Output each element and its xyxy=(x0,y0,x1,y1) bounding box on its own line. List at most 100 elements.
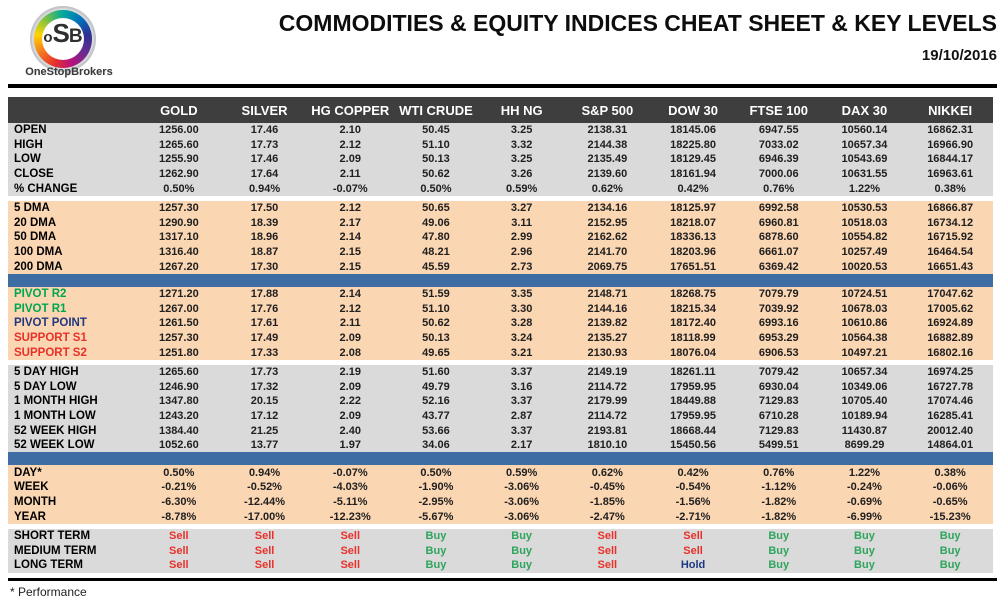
cell-value: -15.23% xyxy=(929,510,971,523)
cell-value: 17.33 xyxy=(250,346,279,359)
cell-value: Buy xyxy=(511,559,533,572)
cell-value: 18172.40 xyxy=(670,317,716,330)
block-pivots: PIVOT R2 1271.20 17.88 2.14 51.59 3.35 2148.71… xyxy=(8,286,993,360)
cell-value: 18203.96 xyxy=(670,246,716,259)
row-label: 200 DMA xyxy=(14,260,63,273)
cell-value: 20012.40 xyxy=(927,424,974,437)
cell-value: 45.59 xyxy=(422,260,450,273)
cell-value: 1384.40 xyxy=(158,424,199,437)
cell-value: 10610.86 xyxy=(841,317,888,330)
cell-value: 0.94% xyxy=(248,466,281,479)
row-label: % CHANGE xyxy=(14,182,78,195)
cell-value: -3.06% xyxy=(504,481,540,494)
cell-value: 17.12 xyxy=(250,409,279,422)
cell-value: 18118.99 xyxy=(670,332,716,345)
row-label: DAY* xyxy=(14,466,42,479)
cell-value: 7129.83 xyxy=(758,395,799,408)
cell-value: 7039.92 xyxy=(758,302,799,315)
table-row: HIGH 1265.60 17.73 2.12 51.10 3.32 2144.38 1822… xyxy=(8,138,993,153)
cell-value: 3.27 xyxy=(510,202,533,215)
cell-value: 18129.45 xyxy=(670,153,716,166)
cell-value: 10631.55 xyxy=(841,168,888,181)
cell-value: 1271.20 xyxy=(158,288,199,301)
cell-value: 3.16 xyxy=(510,380,533,393)
cell-value: Sell xyxy=(340,530,361,543)
cell-value: 0.38% xyxy=(934,466,966,479)
cell-value: 1.22% xyxy=(848,466,881,479)
cell-value: 7079.79 xyxy=(758,288,799,301)
cell-value: 18449.88 xyxy=(670,395,716,408)
cell-value: Sell xyxy=(340,544,361,557)
cell-value: 7129.83 xyxy=(758,424,799,437)
cell-value: -0.21% xyxy=(161,481,197,494)
column-header: GOLD xyxy=(160,102,198,118)
cell-value: 16651.43 xyxy=(927,260,974,273)
cell-value: -0.07% xyxy=(332,466,368,479)
cell-value: 2193.81 xyxy=(587,424,628,437)
cell-value: 1262.90 xyxy=(158,168,199,181)
cell-value: 6992.58 xyxy=(758,202,799,215)
cell-value: 17.73 xyxy=(250,366,279,379)
cell-value: 2.09 xyxy=(339,380,361,393)
cell-value: Sell xyxy=(683,530,703,543)
cell-value: 1257.30 xyxy=(158,202,199,215)
cell-value: 2.15 xyxy=(339,260,361,273)
cell-value: 17005.62 xyxy=(927,302,974,315)
cell-value: 17074.46 xyxy=(927,395,974,408)
cell-value: 1265.60 xyxy=(158,138,199,151)
table-row: 5 DAY HIGH 1265.60 17.73 2.19 51.60 3.37 2149.… xyxy=(8,365,993,380)
cell-value: 1257.30 xyxy=(158,332,199,345)
cell-value: 6661.07 xyxy=(758,246,799,259)
cell-value: Sell xyxy=(169,544,189,557)
cell-value: -1.90% xyxy=(418,481,454,494)
cell-value: 16727.78 xyxy=(927,380,974,393)
block-ranges: 5 DAY HIGH 1265.60 17.73 2.19 51.60 3.37 2149.… xyxy=(8,364,993,453)
row-label: PIVOT R1 xyxy=(14,302,67,315)
cell-value: 49.06 xyxy=(422,216,450,229)
cell-value: 17651.51 xyxy=(670,260,716,273)
cell-value: 1290.90 xyxy=(158,216,199,229)
cell-value: -0.65% xyxy=(932,495,968,508)
row-label: 1 MONTH HIGH xyxy=(14,395,98,408)
cell-value: 17.76 xyxy=(250,302,279,315)
cell-value: 18215.34 xyxy=(670,302,716,315)
header-rule xyxy=(8,84,997,88)
cell-value: 16966.90 xyxy=(927,138,974,151)
logo-letter-b: B xyxy=(68,26,83,47)
cell-value: 13.77 xyxy=(250,439,279,452)
table-row: CLOSE 1262.90 17.64 2.11 50.62 3.26 2139.60 181… xyxy=(8,167,993,182)
cell-value: Sell xyxy=(169,530,189,543)
cell-value: 18268.75 xyxy=(670,288,716,301)
cell-value: 0.50% xyxy=(163,182,195,195)
cell-value: 3.28 xyxy=(510,317,533,330)
cell-value: -2.71% xyxy=(675,510,711,523)
table-row: 50 DMA 1317.10 18.96 2.14 47.80 2.99 2162.62 18… xyxy=(8,230,993,245)
cell-value: -1.85% xyxy=(589,495,625,508)
cell-value: 1810.10 xyxy=(587,439,628,452)
cell-value: 50.13 xyxy=(422,153,450,166)
cell-value: 10657.34 xyxy=(841,366,888,379)
cell-value: 2.12 xyxy=(339,202,361,215)
row-label: YEAR xyxy=(14,510,46,523)
cell-value: 3.35 xyxy=(510,288,533,301)
cell-value: 51.10 xyxy=(422,302,450,315)
table-row: 5 DMA 1257.30 17.50 2.12 50.65 3.27 2134.16 181… xyxy=(8,201,993,216)
cell-value: 2.11 xyxy=(339,168,361,181)
cell-value: 48.21 xyxy=(422,246,450,259)
row-label: CLOSE xyxy=(14,168,54,181)
cell-value: 2130.93 xyxy=(587,346,628,359)
logo-letter-s: S xyxy=(52,18,70,48)
cell-value: 2.96 xyxy=(510,246,533,259)
cell-value: 6946.39 xyxy=(758,153,799,166)
cell-value: -17.00% xyxy=(244,510,286,523)
cell-value: 7079.42 xyxy=(758,366,799,379)
cell-value: 3.26 xyxy=(510,168,533,181)
cell-value: 1347.80 xyxy=(158,395,199,408)
cell-value: 17959.95 xyxy=(670,409,716,422)
row-label: HIGH xyxy=(14,138,43,151)
row-label: 100 DMA xyxy=(14,246,63,259)
cell-value: 15450.56 xyxy=(670,439,716,452)
cell-value: 7000.06 xyxy=(758,168,799,181)
cell-value: 3.37 xyxy=(510,366,533,379)
cell-value: 3.21 xyxy=(510,346,533,359)
